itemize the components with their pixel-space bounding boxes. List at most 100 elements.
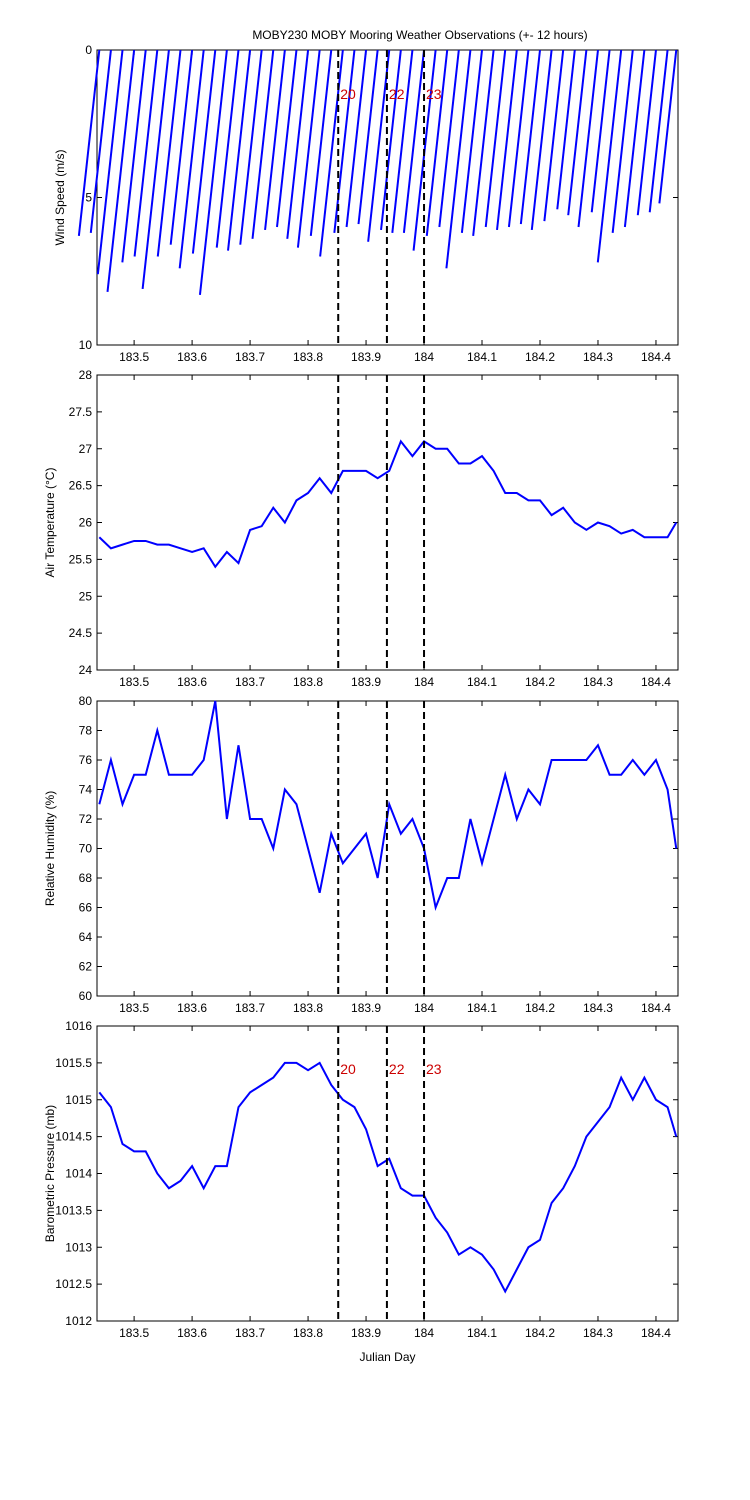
wind-stick [357, 49, 379, 225]
y-tick-label: 62 [79, 960, 93, 974]
wind-stick [543, 49, 565, 222]
x-tick-label: 184 [414, 675, 434, 689]
data-line [98, 1061, 678, 1294]
y-tick-label: 74 [79, 783, 93, 797]
y-tick-label: 1012.5 [55, 1277, 92, 1291]
wind-stick [460, 49, 484, 234]
wind-stick [519, 49, 541, 225]
wind-stick [577, 49, 599, 228]
y-tick-label: 28 [79, 368, 93, 382]
wind-stick [648, 49, 669, 213]
wind-stick [251, 49, 275, 239]
y-tick-label: 66 [79, 901, 93, 915]
wind-stick [567, 49, 588, 216]
x-tick-label: 183.5 [119, 1001, 149, 1015]
y-tick-label: 64 [79, 930, 93, 944]
y-tick-label: 26 [79, 516, 93, 530]
wind-stick [106, 49, 136, 293]
x-tick-label: 184.4 [641, 1001, 671, 1015]
wind-stick [438, 49, 460, 228]
event-label: 20 [340, 86, 356, 102]
x-tick-label: 184.1 [467, 1001, 497, 1015]
y-tick-label: 5 [85, 191, 92, 205]
y-tick-label: 1013.5 [55, 1203, 92, 1217]
x-tick-label: 183.9 [351, 675, 381, 689]
x-tick-label: 184 [414, 1001, 434, 1015]
y-tick-label: 25.5 [69, 552, 93, 566]
x-tick-label: 183.6 [177, 675, 207, 689]
x-tick-label: 184.1 [467, 1326, 497, 1340]
x-tick-label: 183.7 [235, 675, 265, 689]
x-tick-label: 183.6 [177, 350, 207, 364]
wind-stick [472, 49, 495, 236]
wind-stick [484, 49, 507, 228]
x-tick-label: 183.9 [351, 350, 381, 364]
x-tick-label: 183.8 [293, 1001, 323, 1015]
wind-stick [425, 49, 449, 236]
x-tick-label: 184.3 [583, 350, 613, 364]
y-axis-label: Air Temperature (°C) [43, 468, 57, 578]
event-label: 20 [340, 1061, 356, 1077]
x-tick-label: 184.4 [641, 350, 671, 364]
y-axis-label: Wind Speed (m/s) [53, 149, 67, 245]
x-tick-label: 183.6 [177, 1001, 207, 1015]
wind-stick [296, 49, 321, 248]
x-tick-label: 184.2 [525, 1326, 555, 1340]
y-tick-label: 72 [79, 812, 93, 826]
y-tick-label: 27 [79, 442, 93, 456]
x-tick-label: 183.9 [351, 1001, 381, 1015]
x-tick-label: 184.3 [583, 1326, 613, 1340]
y-tick-label: 1014.5 [55, 1130, 92, 1144]
wind-stick [556, 49, 576, 210]
wind-stick [276, 49, 298, 228]
wind-stick [380, 49, 402, 231]
x-tick-label: 184.4 [641, 1326, 671, 1340]
wind-stick [507, 49, 530, 228]
event-label: 22 [389, 86, 405, 102]
wind-stick [264, 49, 286, 231]
x-tick-label: 183.9 [351, 1326, 381, 1340]
wind-stick [239, 49, 263, 245]
wind-stick [77, 49, 101, 236]
x-axis-label: Julian Day [359, 1350, 415, 1364]
x-tick-label: 183.6 [177, 1326, 207, 1340]
x-tick-label: 184.1 [467, 350, 497, 364]
wind-stick [391, 49, 414, 234]
y-tick-label: 25 [79, 589, 93, 603]
wind-stick [636, 49, 657, 216]
y-tick-label: 0 [85, 43, 92, 57]
data-line [98, 700, 678, 912]
x-tick-label: 183.8 [293, 675, 323, 689]
y-tick-label: 70 [79, 842, 93, 856]
y-tick-label: 26.5 [69, 479, 93, 493]
y-tick-label: 68 [79, 871, 93, 885]
chart-title: MOBY230 MOBY Mooring Weather Observation… [252, 28, 587, 42]
x-tick-label: 184 [414, 350, 434, 364]
wind-stick [623, 49, 646, 228]
wind-stick [286, 49, 310, 239]
x-tick-label: 183.7 [235, 1001, 265, 1015]
x-tick-label: 184.4 [641, 675, 671, 689]
wind-stick [89, 49, 112, 234]
event-label: 22 [389, 1061, 405, 1077]
y-tick-label: 24.5 [69, 626, 93, 640]
y-axis-label: Relative Humidity (%) [43, 791, 57, 906]
wind-stick [96, 49, 124, 275]
wind-stick [309, 49, 333, 236]
wind-stick [345, 49, 368, 228]
x-tick-label: 183.8 [293, 1326, 323, 1340]
x-tick-label: 184.3 [583, 675, 613, 689]
wind-stick [169, 49, 194, 245]
y-tick-label: 1015.5 [55, 1056, 92, 1070]
wind-stick [133, 49, 159, 257]
y-tick-label: 1012 [65, 1314, 92, 1328]
wind-stick [227, 49, 252, 251]
y-tick-label: 1016 [65, 1019, 92, 1033]
wind-stick [191, 49, 217, 254]
x-tick-label: 183.7 [235, 1326, 265, 1340]
wind-stick [333, 49, 356, 234]
wind-stick [402, 49, 426, 234]
x-tick-label: 184 [414, 1326, 434, 1340]
x-tick-label: 183.7 [235, 350, 265, 364]
